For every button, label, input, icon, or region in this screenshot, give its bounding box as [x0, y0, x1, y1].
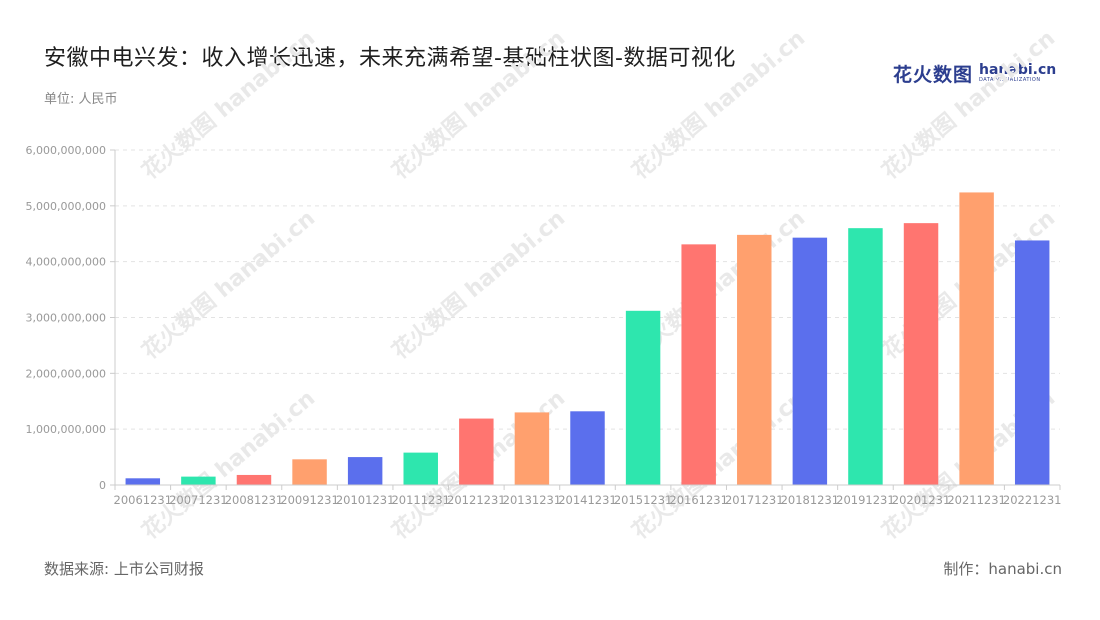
x-tick-label: 20131231 — [503, 493, 562, 507]
watermark-logo: 花火数图 hanabi.cn — [137, 205, 320, 364]
x-tick-label: 20151231 — [614, 493, 673, 507]
bar-20111231[interactable] — [403, 452, 438, 485]
bar-20161231[interactable] — [681, 244, 716, 485]
watermark-logo: 花火数图 hanabi.cn — [627, 25, 810, 184]
y-tick-label: 2,000,000,000 — [26, 367, 106, 380]
y-tick-label: 5,000,000,000 — [26, 200, 106, 213]
y-tick-label: 6,000,000,000 — [26, 144, 106, 157]
bar-20101231[interactable] — [347, 457, 383, 485]
bar-20211231[interactable] — [959, 192, 994, 485]
watermark-logo: 花火数图 hanabi.cn — [137, 25, 320, 184]
bar-20131231[interactable] — [514, 412, 550, 485]
y-tick-label: 3,000,000,000 — [26, 312, 106, 325]
bar-20201231[interactable] — [903, 223, 939, 485]
x-tick-label: 20091231 — [280, 493, 339, 507]
bar-20181231[interactable] — [792, 237, 828, 485]
bar-20091231[interactable] — [292, 459, 327, 485]
x-tick-label: 20111231 — [391, 493, 450, 507]
x-tick-label: 20211231 — [947, 493, 1006, 507]
x-tick-label: 20081231 — [225, 493, 284, 507]
logo-en-text: hanabi.cn — [979, 62, 1057, 78]
x-tick-label: 20201231 — [892, 493, 951, 507]
bar-20121231[interactable] — [459, 418, 494, 485]
x-tick-label: 20171231 — [725, 493, 784, 507]
logo-cn-text: 花火数图 — [893, 64, 974, 86]
bar-20071231[interactable] — [181, 476, 216, 485]
x-tick-label: 20141231 — [558, 493, 617, 507]
bar-20081231[interactable] — [236, 474, 272, 485]
x-tick-label: 20221231 — [1003, 493, 1062, 507]
maker-credit: 制作：hanabi.cn — [943, 560, 1062, 578]
bar-20141231[interactable] — [570, 411, 605, 485]
x-tick-label: 20191231 — [836, 493, 895, 507]
watermark-logo: 花火数图 hanabi.cn — [387, 25, 570, 184]
bar-20171231[interactable] — [737, 234, 772, 485]
bar-20151231[interactable] — [625, 310, 661, 485]
bar-20221231[interactable] — [1014, 240, 1050, 485]
axis-layer: 0 1,000,000,000 2,000,000,000 3,000,000,000… — [26, 144, 1062, 507]
x-tick-label: 20181231 — [781, 493, 840, 507]
unit-label: 单位: 人民币 — [44, 92, 118, 107]
watermark-logo: 花火数图 hanabi.cn — [877, 25, 1060, 184]
bar-layer — [125, 192, 1050, 485]
brand-logo: 花火数图 hanabi.cn DATA VISUALIZATION — [893, 60, 1056, 87]
x-tick-label: 20121231 — [447, 493, 506, 507]
x-tick-label: 20071231 — [169, 493, 228, 507]
y-tick-label: 1,000,000,000 — [26, 423, 106, 436]
watermark-logo: 花火数图 hanabi.cn — [387, 205, 570, 364]
y-tick-label: 0 — [99, 479, 106, 492]
x-tick-label: 20161231 — [669, 493, 728, 507]
y-tick-label: 4,000,000,000 — [26, 256, 106, 269]
chart-title: 安徽中电兴发：收入增长迅速，未来充满希望-基础柱状图-数据可视化 — [44, 46, 736, 71]
bar-20061231[interactable] — [125, 478, 161, 485]
logo-en-sub-text: DATA VISUALIZATION — [979, 77, 1041, 83]
logo-en-block: hanabi.cn DATA VISUALIZATION — [979, 63, 1056, 84]
bar-20191231[interactable] — [848, 228, 883, 485]
data-source: 数据来源: 上市公司财报 — [44, 560, 204, 578]
x-tick-label: 20061231 — [114, 493, 173, 507]
x-tick-label: 20101231 — [336, 493, 395, 507]
